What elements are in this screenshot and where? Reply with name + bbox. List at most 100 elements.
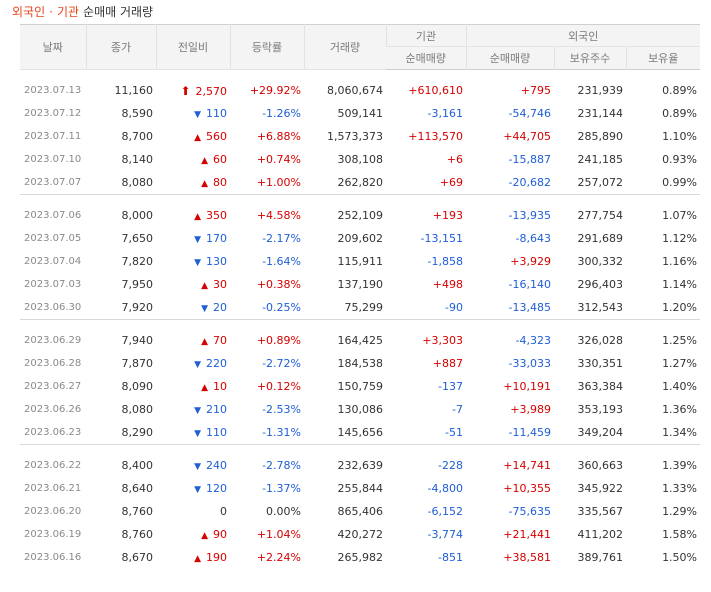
table-row: 2023.06.30 7,920 ▼ 20 -0.25% 75,299 -90 -13,485… [20, 296, 700, 320]
cell-change: ⬆ 2,570 [156, 79, 230, 102]
cell-foreign-net: -75,635 [508, 505, 551, 518]
cell-date: 2023.07.03 [24, 279, 82, 290]
cell-inst-net: -228 [438, 459, 463, 472]
table-row: 2023.06.23 8,290 ▼ 110 -1.31% 145,656 -51 -11,4… [20, 421, 700, 445]
cell-foreign-net: -16,140 [508, 278, 551, 291]
cell-foreign-net: -11,459 [508, 426, 551, 439]
cell-foreign-holding: 300,332 [577, 255, 624, 268]
cell-foreign-holding: 285,890 [577, 130, 624, 143]
cell-rate: -1.37% [262, 482, 301, 495]
table-row: 2023.07.06 8,000 ▲ 350 +4.58% 252,109 +193 -13,… [20, 204, 700, 227]
header-foreign: 외국인 [465, 24, 701, 47]
change-value: 110 [206, 426, 227, 439]
upper-limit-arrow-icon: ⬆ [180, 83, 191, 98]
change-value: 130 [206, 255, 227, 268]
cell-date: 2023.06.29 [24, 335, 82, 346]
table-row: 2023.06.28 7,870 ▼ 220 -2.72% 184,538 +887 -33,… [20, 352, 700, 375]
triangle-down-icon: ▼ [194, 429, 201, 439]
table-row: 2023.06.20 8,760 0 0.00% 865,406 -6,152 -75,63… [20, 500, 700, 523]
cell-date: 2023.07.13 [24, 85, 82, 96]
cell-volume: 865,406 [337, 505, 384, 518]
cell-inst-net: -3,774 [427, 528, 463, 541]
cell-foreign-ratio: 1.29% [662, 505, 698, 518]
cell-rate: -1.64% [262, 255, 301, 268]
cell-volume: 115,911 [337, 255, 384, 268]
cell-foreign-net: -13,935 [508, 209, 551, 222]
cell-close: 7,650 [121, 232, 154, 245]
change-value: 560 [206, 130, 227, 143]
cell-date: 2023.06.21 [24, 483, 82, 494]
change-value: 80 [213, 176, 227, 189]
cell-volume: 137,190 [337, 278, 384, 291]
triangle-up-icon: ▲ [201, 531, 208, 541]
cell-inst-net: +610,610 [408, 84, 463, 97]
cell-foreign-net: +795 [520, 84, 551, 97]
table-row: 2023.07.03 7,950 ▲ 30 +0.38% 137,190 +498 -16,1… [20, 273, 700, 296]
cell-foreign-net: -20,682 [508, 176, 551, 189]
cell-date: 2023.06.19 [24, 529, 82, 540]
header-inst-net: 순매매량 [386, 46, 466, 70]
table-row: 2023.07.13 11,160 ⬆ 2,570 +29.92% 8,060,674 +6… [20, 79, 700, 102]
change-value: 90 [213, 528, 227, 541]
cell-inst-net: -4,800 [427, 482, 463, 495]
cell-date: 2023.07.11 [24, 131, 82, 142]
cell-rate: +1.00% [256, 176, 301, 189]
cell-change: ▲ 10 [156, 375, 230, 398]
cell-date: 2023.07.12 [24, 108, 82, 119]
table-row: 2023.07.04 7,820 ▼ 130 -1.64% 115,911 -1,858 +3… [20, 250, 700, 273]
cell-foreign-net: +10,191 [503, 380, 551, 393]
triangle-up-icon: ▲ [201, 337, 208, 347]
cell-rate: -2.78% [262, 459, 301, 472]
cell-foreign-holding: 231,939 [577, 84, 624, 97]
cell-volume: 420,272 [337, 528, 384, 541]
cell-foreign-net: +14,741 [503, 459, 551, 472]
cell-foreign-ratio: 1.07% [662, 209, 698, 222]
cell-foreign-holding: 312,543 [577, 301, 624, 314]
cell-foreign-holding: 257,072 [577, 176, 624, 189]
triangle-down-icon: ▼ [194, 258, 201, 268]
table-row: 2023.07.10 8,140 ▲ 60 +0.74% 308,108 +6 -15,887… [20, 148, 700, 171]
cell-inst-net: +69 [439, 176, 463, 189]
cell-foreign-holding: 345,922 [577, 482, 624, 495]
cell-change: ▼ 240 [156, 454, 230, 477]
cell-volume: 150,759 [337, 380, 384, 393]
title-foreign: 외국인 [12, 5, 46, 19]
cell-change: ▲ 70 [156, 329, 230, 352]
cell-inst-net: -13,151 [420, 232, 463, 245]
cell-foreign-ratio: 0.99% [662, 176, 698, 189]
cell-foreign-ratio: 1.27% [662, 357, 698, 370]
cell-foreign-holding: 296,403 [577, 278, 624, 291]
cell-foreign-ratio: 1.20% [662, 301, 698, 314]
cell-date: 2023.07.07 [24, 177, 82, 188]
cell-rate: -0.25% [262, 301, 301, 314]
cell-inst-net: +498 [432, 278, 463, 291]
cell-inst-net: -137 [438, 380, 463, 393]
triangle-down-icon: ▼ [194, 485, 201, 495]
header-volume: 거래량 [303, 24, 386, 70]
cell-rate: +0.74% [256, 153, 301, 166]
change-value: 120 [206, 482, 227, 495]
group-divider [20, 70, 700, 80]
group-divider [20, 444, 701, 454]
change-value: 220 [206, 357, 227, 370]
cell-rate: +0.12% [256, 380, 301, 393]
change-value: 350 [206, 209, 227, 222]
table-row: 2023.06.21 8,640 ▼ 120 -1.37% 255,844 -4,800 +1… [20, 477, 700, 500]
cell-foreign-ratio: 1.10% [662, 130, 698, 143]
cell-change: ▼ 220 [156, 352, 230, 375]
cell-inst-net: +193 [432, 209, 463, 222]
cell-foreign-net: -33,033 [508, 357, 551, 370]
cell-change: ▲ 90 [156, 523, 230, 546]
cell-volume: 265,982 [337, 551, 384, 564]
cell-rate: +1.04% [256, 528, 301, 541]
cell-foreign-ratio: 1.33% [662, 482, 698, 495]
header-change: 전일비 [155, 24, 230, 70]
cell-change: ▲ 350 [156, 204, 230, 227]
cell-volume: 75,299 [344, 301, 384, 314]
cell-inst-net: +3,303 [422, 334, 463, 347]
cell-close: 7,940 [121, 334, 154, 347]
cell-volume: 262,820 [337, 176, 384, 189]
title-separator: · [49, 5, 53, 19]
header-close: 종가 [85, 24, 156, 70]
change-value: 10 [213, 380, 227, 393]
